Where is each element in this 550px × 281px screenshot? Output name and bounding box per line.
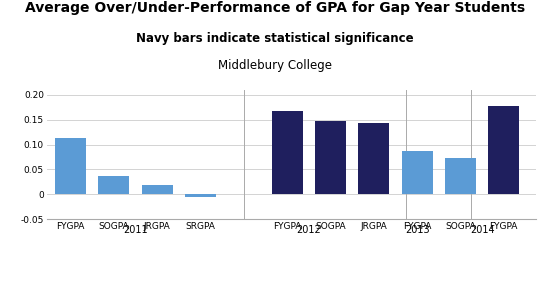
Text: Navy bars indicate statistical significance: Navy bars indicate statistical significa… xyxy=(136,32,414,45)
Bar xyxy=(315,121,346,194)
Bar xyxy=(358,123,389,194)
Text: Middlebury College: Middlebury College xyxy=(218,59,332,72)
Text: 2013: 2013 xyxy=(405,225,430,235)
Text: 2011: 2011 xyxy=(123,225,148,235)
Text: Average Over/Under-Performance of GPA for Gap Year Students: Average Over/Under-Performance of GPA fo… xyxy=(25,1,525,15)
Text: 2014: 2014 xyxy=(470,225,494,235)
Bar xyxy=(55,138,86,194)
Bar xyxy=(272,111,302,194)
Bar xyxy=(141,185,173,194)
Bar xyxy=(488,106,519,194)
Text: 2012: 2012 xyxy=(296,225,321,235)
Bar xyxy=(402,151,433,194)
Bar xyxy=(445,158,476,194)
Bar xyxy=(185,194,216,197)
Bar xyxy=(98,176,129,194)
